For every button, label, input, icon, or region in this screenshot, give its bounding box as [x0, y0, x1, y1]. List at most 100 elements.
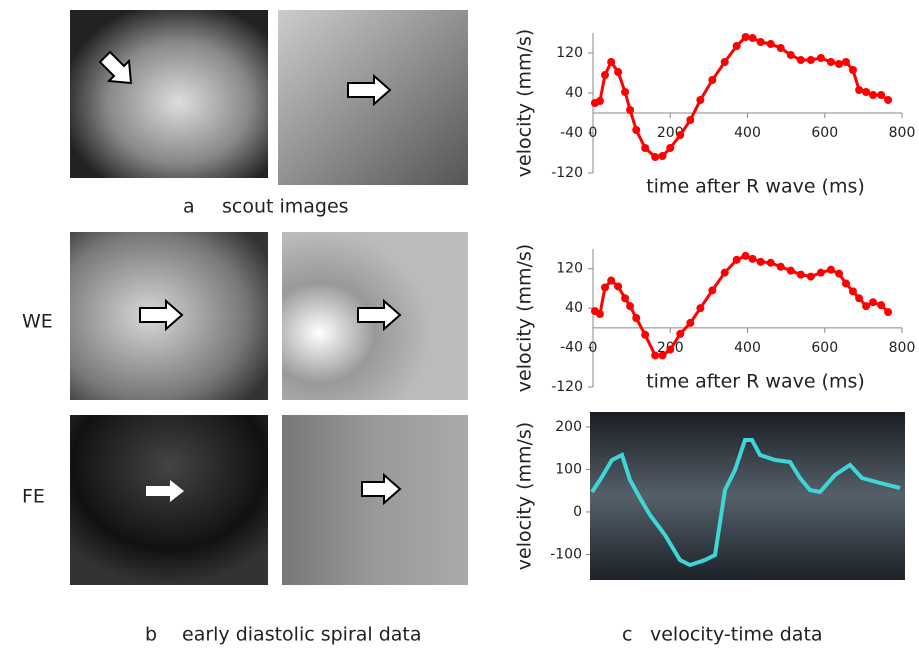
data-point: [816, 268, 825, 277]
y-tick-label: 40: [565, 300, 583, 316]
data-point: [720, 58, 729, 66]
data-point: [626, 106, 635, 114]
y-tick-label: 40: [565, 85, 583, 101]
y-tick-label: 0: [573, 504, 582, 520]
data-point: [632, 314, 641, 322]
data-point: [756, 257, 765, 266]
data-point: [848, 287, 857, 296]
data-point: [816, 54, 825, 62]
panel-letter: a: [183, 196, 195, 218]
x-tick-label: 800: [889, 125, 916, 141]
data-point: [696, 96, 705, 104]
data-point: [708, 76, 717, 84]
x-tick-label: 0: [589, 340, 598, 356]
panel-caption: velocity-time data: [650, 624, 823, 646]
data-point: [826, 265, 835, 274]
x-axis-label: time after R wave (ms): [646, 176, 865, 198]
data-point: [621, 88, 630, 96]
data-point: [796, 270, 805, 279]
data-point: [776, 262, 785, 271]
y-tick-label: 200: [555, 419, 582, 435]
data-point: [884, 308, 893, 317]
y-axis-label: velocity (mm/s): [514, 244, 536, 392]
fe-image: [282, 415, 468, 585]
data-point: [826, 58, 835, 66]
x-tick-label: 600: [811, 125, 838, 141]
scout-image: [70, 10, 268, 178]
y-tick-label: 120: [556, 45, 583, 61]
x-tick-label: 400: [734, 340, 761, 356]
data-point: [862, 88, 871, 96]
data-point: [658, 351, 667, 360]
data-point: [632, 126, 641, 134]
data-point: [666, 144, 675, 152]
panel-caption: early diastolic spiral data: [182, 624, 422, 646]
data-point: [614, 68, 623, 76]
data-point: [666, 345, 675, 354]
data-point: [686, 318, 695, 327]
data-point: [877, 91, 886, 99]
data-point: [841, 58, 850, 66]
data-point: [732, 42, 741, 50]
data-point: [756, 38, 765, 46]
data-point: [676, 131, 685, 139]
x-tick-label: 400: [734, 125, 761, 141]
data-point: [696, 304, 705, 313]
data-point: [595, 310, 604, 319]
data-point: [869, 91, 878, 99]
data-point: [806, 272, 815, 281]
row-label: WE: [22, 311, 53, 333]
data-point: [651, 351, 660, 360]
data-point: [658, 152, 667, 160]
mri-images: [70, 10, 468, 585]
data-point: [626, 302, 635, 311]
data-point: [720, 268, 729, 277]
y-tick-label: -40: [560, 125, 583, 141]
data-point: [600, 283, 609, 292]
arrows: [98, 50, 402, 506]
fe-image: [70, 415, 268, 585]
data-point: [855, 86, 864, 94]
x-tick-label: 600: [811, 340, 838, 356]
data-point: [869, 298, 878, 307]
data-point: [848, 66, 857, 74]
data-point: [796, 56, 805, 64]
data-point: [786, 266, 795, 275]
row-label: FE: [22, 486, 45, 508]
data-point: [748, 34, 757, 42]
y-tick-label: -100: [550, 546, 582, 562]
x-tick-label: 0: [589, 125, 598, 141]
y-tick-label: -120: [551, 379, 583, 395]
data-point: [732, 255, 741, 264]
data-point: [877, 301, 886, 310]
data-point: [614, 282, 623, 291]
panel-letter: b: [145, 624, 157, 646]
data-point: [641, 144, 650, 152]
data-point: [766, 258, 775, 267]
data-point: [741, 33, 750, 41]
data-point: [708, 286, 717, 295]
data-point: [786, 51, 795, 59]
data-point: [676, 329, 685, 338]
y-tick-label: 100: [555, 461, 582, 477]
data-point: [835, 60, 844, 68]
x-axis-label: time after R wave (ms): [646, 371, 865, 393]
data-point: [884, 96, 893, 104]
data-point: [841, 279, 850, 288]
y-tick-label: -120: [551, 165, 583, 181]
y-axis-label: velocity (mm/s): [514, 422, 536, 570]
data-point: [621, 294, 630, 303]
data-point: [748, 254, 757, 263]
panel-caption: scout images: [222, 196, 349, 218]
data-point: [806, 56, 815, 64]
data-point: [607, 58, 616, 66]
data-point: [835, 269, 844, 278]
data-point: [686, 116, 695, 124]
x-tick-label: 800: [889, 340, 916, 356]
panel-letter: c: [622, 624, 632, 646]
y-tick-label: -40: [560, 340, 583, 356]
doppler-trace: [590, 438, 901, 568]
data-point: [766, 40, 775, 48]
data-point: [595, 97, 604, 105]
